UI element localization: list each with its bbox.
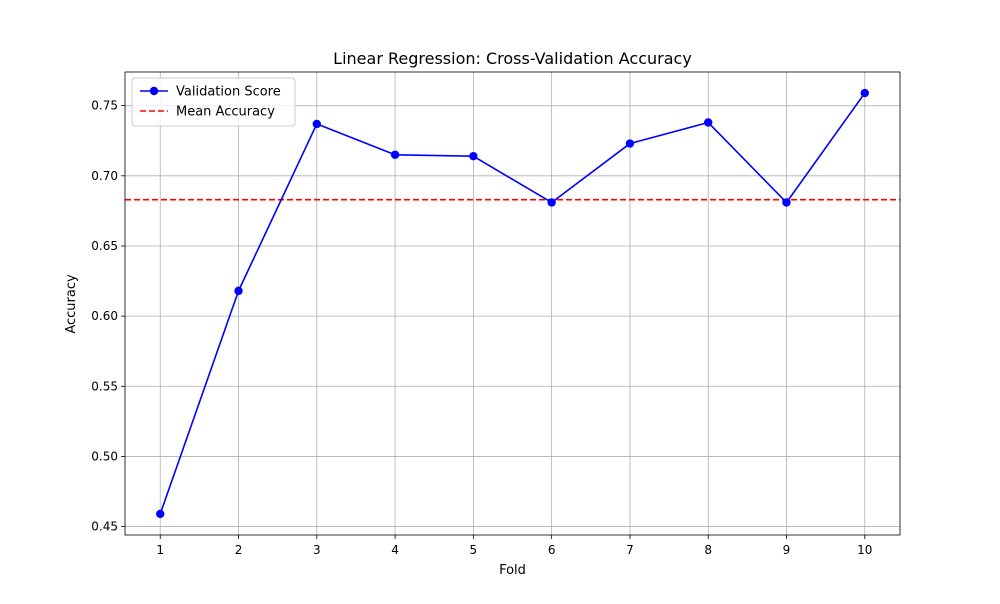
- y-tick-label: 0.55: [91, 379, 118, 393]
- data-point: [625, 139, 635, 148]
- x-tick-label: 3: [313, 543, 321, 557]
- y-tick-label: 0.60: [91, 309, 118, 323]
- data-point: [312, 119, 321, 129]
- data-point: [234, 286, 243, 296]
- y-axis-label: Accuracy: [64, 274, 79, 334]
- axes: [121, 71, 901, 539]
- x-tick-label: 1: [156, 543, 164, 557]
- x-tick-label: 7: [626, 543, 634, 557]
- legend-box: [131, 77, 296, 127]
- x-tick-label: 10: [857, 543, 872, 557]
- x-tick-label: 2: [235, 543, 243, 557]
- grid-lines: [125, 72, 900, 535]
- data-point: [390, 150, 400, 159]
- data-series: [156, 88, 869, 519]
- x-tick-label: 5: [470, 543, 478, 557]
- chart-title: Linear Regression: Cross-Validation Accu…: [333, 49, 692, 68]
- data-point: [156, 509, 165, 519]
- x-tick-label: 8: [704, 543, 712, 557]
- plot-frame: [124, 71, 901, 536]
- x-tick-label: 4: [391, 543, 399, 557]
- legend-label: Mean Accuracy: [176, 105, 275, 120]
- x-tick-label: 9: [783, 543, 791, 557]
- y-tick-label: 0.75: [91, 99, 118, 113]
- y-tick-label: 0.65: [91, 239, 118, 253]
- y-tick-label: 0.50: [91, 449, 118, 463]
- data-point: [704, 118, 713, 127]
- data-point: [782, 198, 791, 207]
- legend-label: Validation Score: [176, 85, 281, 100]
- data-point: [860, 88, 869, 98]
- legend-marker-swatch: [149, 86, 159, 96]
- data-point: [547, 198, 556, 207]
- y-tick-label: 0.45: [91, 520, 118, 534]
- validation-score-line: [159, 92, 866, 515]
- legend: Validation Score Mean Accuracy: [131, 77, 296, 127]
- y-tick-label: 0.70: [91, 169, 118, 183]
- tick-labels: 1 2 3 4 5 6 7 8 9 10 0.45 0.50 0.55 0.60 0.65 0.70 0.75: [91, 99, 872, 557]
- data-point: [469, 151, 478, 161]
- x-axis-label: Fold: [499, 563, 526, 578]
- x-tick-label: 6: [548, 543, 556, 557]
